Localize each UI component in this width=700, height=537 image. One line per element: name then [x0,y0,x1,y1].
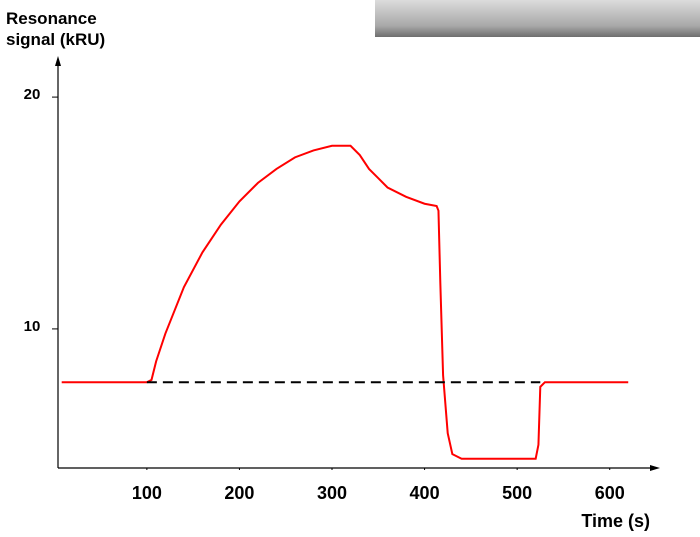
x-tick-label: 500 [502,483,532,503]
y-axis-label: Resonance signal (kRU) [6,8,116,50]
y-tick-label: 20 [24,86,41,103]
instrument-photo [375,0,700,37]
x-tick-label: 400 [410,483,440,503]
signal-line [62,146,629,459]
x-tick-label: 100 [132,483,162,503]
y-axis-arrow [55,56,61,66]
chart: Time (s) 10 20 100 200 300 400 500 600 [0,0,700,537]
x-axis-label: Time (s) [581,511,650,531]
y-tick-label: 10 [24,318,41,335]
x-tick-label: 600 [595,483,625,503]
page: Time (s) 10 20 100 200 300 400 500 600 Resonanc… [0,0,700,537]
x-axis-arrow [650,465,660,471]
x-tick-label: 300 [317,483,347,503]
x-tick-label: 200 [224,483,254,503]
